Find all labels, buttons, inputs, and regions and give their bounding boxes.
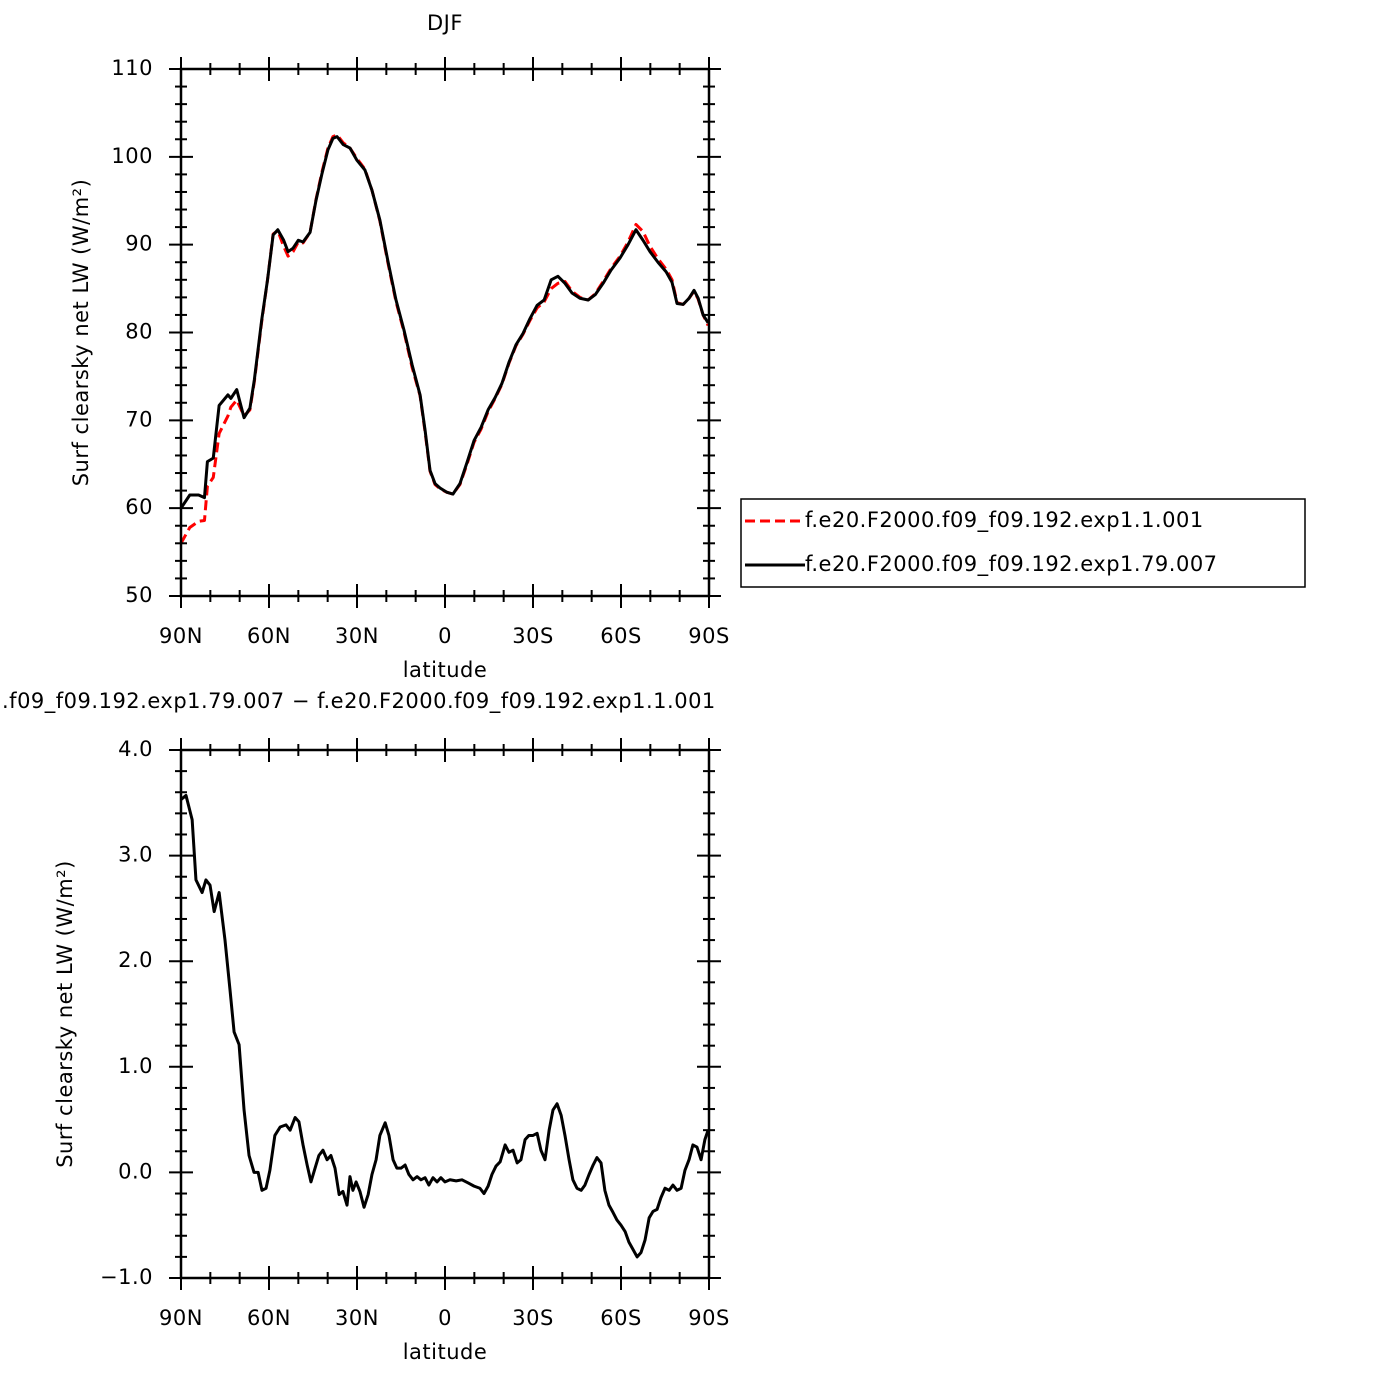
x-tick-label: 0 — [438, 1306, 452, 1330]
y-axis-label: Surf clearsky net LW (W/m²) — [69, 179, 93, 487]
y-tick-label: 2.0 — [118, 948, 153, 972]
x-tick-label: 90S — [688, 1306, 730, 1330]
plot-frame — [179, 748, 711, 1280]
y-axis-label: Surf clearsky net LW (W/m²) — [53, 860, 77, 1168]
legend-label: f.e20.F2000.f09_f09.192.exp1.79.007 — [805, 552, 1218, 577]
y-tick-label: 60 — [125, 495, 153, 519]
y-tick-label: 90 — [125, 232, 153, 256]
y-tick-label: 4.0 — [118, 737, 153, 761]
data-line — [180, 793, 710, 1259]
x-tick-label: 60N — [247, 624, 291, 648]
y-tick-label: 110 — [111, 56, 153, 80]
y-tick-label: −1.0 — [100, 1265, 153, 1289]
data-line — [179, 135, 710, 510]
x-tick-label: 90N — [159, 624, 203, 648]
y-tick-label: 0.0 — [118, 1159, 153, 1183]
x-tick-label: 30N — [335, 624, 379, 648]
y-tick-label: 70 — [125, 407, 153, 431]
y-tick-label: 80 — [125, 320, 153, 344]
legend-label: f.e20.F2000.f09_f09.192.exp1.1.001 — [805, 508, 1204, 533]
y-tick-label: 100 — [111, 144, 153, 168]
y-tick-label: 50 — [125, 583, 153, 607]
x-tick-label: 60S — [600, 624, 642, 648]
chart-title: .f09_f09.192.exp1.79.007 − f.e20.F2000.f… — [2, 689, 716, 714]
x-tick-label: 60N — [247, 1306, 291, 1330]
x-axis-label: latitude — [403, 658, 488, 682]
x-tick-label: 0 — [438, 624, 452, 648]
x-tick-label: 30N — [335, 1306, 379, 1330]
x-tick-label: 30S — [512, 1306, 554, 1330]
y-tick-label: 3.0 — [118, 843, 153, 867]
chart-title: DJF — [427, 11, 463, 35]
x-tick-label: 90N — [159, 1306, 203, 1330]
x-tick-label: 90S — [688, 624, 730, 648]
legend-box — [740, 498, 1306, 588]
y-tick-label: 1.0 — [118, 1054, 153, 1078]
x-tick-label: 30S — [512, 624, 554, 648]
x-tick-label: 60S — [600, 1306, 642, 1330]
x-axis-label: latitude — [403, 1340, 488, 1364]
